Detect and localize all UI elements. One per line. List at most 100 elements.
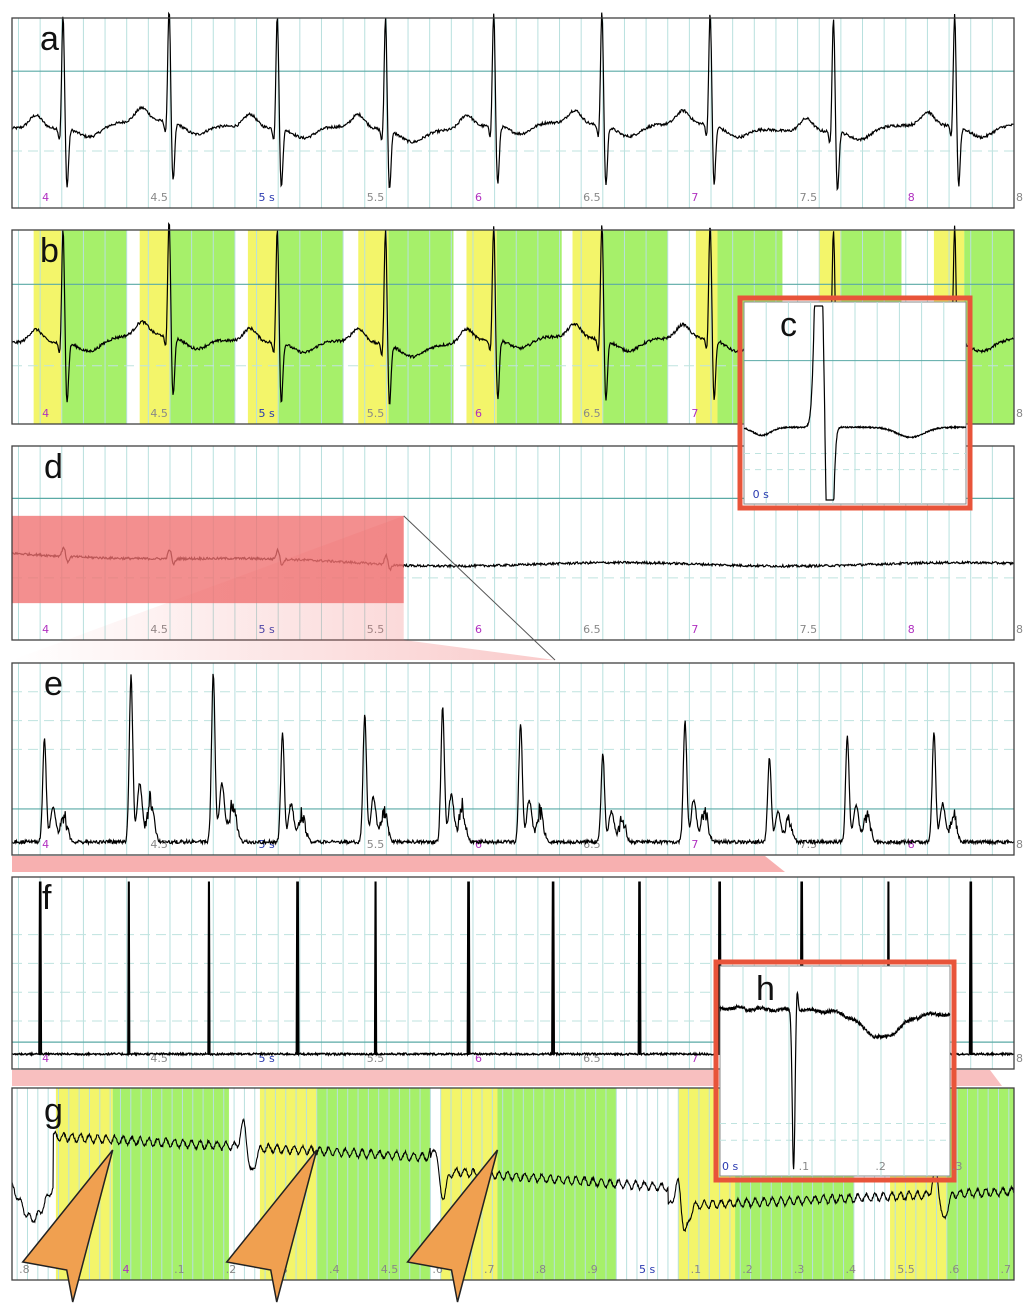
- zoom-band: [12, 856, 785, 872]
- panel-b-frame: [11, 229, 1015, 425]
- tick-label: 5 s: [259, 407, 275, 420]
- panel-a-background: [12, 18, 1014, 208]
- tick-label: .7: [484, 1263, 495, 1276]
- tick-label: .1: [799, 1160, 810, 1173]
- tick-label: 6: [475, 1052, 482, 1065]
- tick-label: 6: [475, 407, 482, 420]
- green-highlight-segment: [602, 230, 668, 424]
- tick-label: .8: [19, 1263, 30, 1276]
- tick-label: 4.5: [150, 1052, 168, 1065]
- green-highlight-segment: [169, 230, 235, 424]
- pointer-arrow: [406, 1149, 499, 1303]
- tick-label: 4: [122, 1263, 129, 1276]
- tick-label: 7: [691, 1052, 698, 1065]
- tick-label: 5.5: [367, 838, 385, 851]
- green-highlight-segment: [316, 1088, 431, 1280]
- panel-label-g: g: [44, 1092, 63, 1130]
- tick-label: 6.5: [583, 623, 601, 636]
- tick-label: 4: [42, 407, 49, 420]
- panel-label-a: a: [40, 20, 59, 58]
- tick-label: 4: [42, 191, 49, 204]
- zoom-connector: [403, 515, 556, 661]
- panel-label-c: c: [780, 306, 797, 344]
- tick-label: .1: [691, 1263, 702, 1276]
- tick-label: 6.5: [583, 407, 601, 420]
- ecg-beat-trace: [719, 990, 951, 1170]
- tick-label: 8.: [1016, 623, 1024, 636]
- inset-c-border: [737, 295, 973, 511]
- tick-label: 6: [475, 838, 482, 851]
- pointer-arrow: [225, 1149, 318, 1303]
- green-highlight-segment: [112, 1088, 229, 1280]
- tick-label: 6: [475, 623, 482, 636]
- panel-e-frame: [11, 662, 1015, 856]
- tick-label: .8: [536, 1263, 547, 1276]
- envelope-trace: [11, 673, 1015, 846]
- tick-label: .4: [846, 1263, 857, 1276]
- tick-label: 5.5: [367, 1052, 385, 1065]
- yellow-highlight-segment: [572, 230, 603, 424]
- green-highlight-segment: [496, 230, 562, 424]
- panel-e: 44.55 s5.566.577.588.e: [11, 662, 1024, 856]
- tick-label: .6: [949, 1263, 960, 1276]
- panel-f-frame: [11, 876, 1015, 1070]
- tick-label: 0 s: [753, 488, 769, 501]
- tick-label: 5 s: [259, 838, 275, 851]
- panel-label-h: h: [756, 970, 775, 1008]
- panel-a: 4 4.5 5 s 5.5 6 6.5 7 7.5 8 8. a: [11, 11, 1024, 209]
- tick-label: .2: [226, 1263, 237, 1276]
- tick-label: .6: [432, 1263, 443, 1276]
- tick-label: 8: [908, 623, 915, 636]
- tick-label: 4.5: [150, 191, 168, 204]
- yellow-highlight-segment: [247, 230, 279, 424]
- ecg-beat-trace: [743, 305, 967, 501]
- pointer-arrow: [21, 1149, 114, 1303]
- tick-label: 8: [908, 191, 915, 204]
- tick-label: 8: [908, 838, 915, 851]
- tick-label: 4.5: [150, 407, 168, 420]
- panel-g-frame: [11, 1087, 1015, 1281]
- tick-label: 7: [691, 191, 698, 204]
- tick-label: 8.: [1016, 838, 1024, 851]
- zoom-wedge: [12, 515, 555, 660]
- tick-label: 5.5: [897, 1263, 915, 1276]
- tick-label: 5.5: [367, 191, 385, 204]
- panel-label-e: e: [44, 665, 63, 703]
- green-highlight-segment: [278, 230, 344, 424]
- tick-label: 8.: [1016, 191, 1024, 204]
- tick-label: 6: [475, 191, 482, 204]
- panel-label-f: f: [42, 879, 52, 917]
- tick-label: 7: [691, 838, 698, 851]
- panel-a-frame: [11, 17, 1015, 209]
- tick-label: 5 s: [259, 191, 275, 204]
- tick-label: .2: [875, 1160, 886, 1173]
- panel-label-b: b: [40, 232, 59, 270]
- tick-label: 0 s: [722, 1160, 738, 1173]
- tick-label: 4: [42, 838, 49, 851]
- tick-label: 7: [691, 407, 698, 420]
- tick-label: .9: [587, 1263, 598, 1276]
- tick-label: .3: [952, 1160, 963, 1173]
- tick-label: .4: [329, 1263, 340, 1276]
- tick-label: 7.5: [800, 191, 818, 204]
- tick-label: 5 s: [639, 1263, 655, 1276]
- green-highlight-segment: [61, 230, 127, 424]
- tick-label: .2: [742, 1263, 753, 1276]
- tick-label: 4: [42, 623, 49, 636]
- green-highlight-segment: [388, 230, 454, 424]
- tick-label: .7: [1001, 1263, 1012, 1276]
- panel-d-frame: [11, 445, 1015, 641]
- tick-label: 7.5: [800, 623, 818, 636]
- inset-h: 0 s .1 .2 .3 h: [713, 959, 963, 1183]
- tick-label: 6.5: [583, 191, 601, 204]
- tick-label: .1: [174, 1263, 185, 1276]
- panel-e-background: [12, 663, 1014, 855]
- tick-label: .3: [794, 1263, 805, 1276]
- tick-label: 4.5: [150, 838, 168, 851]
- tick-label: 7: [691, 623, 698, 636]
- tick-label: 8.: [1016, 407, 1024, 420]
- tick-label: 5.5: [367, 407, 385, 420]
- green-highlight-segment: [964, 230, 1014, 424]
- panel-label-d: d: [44, 448, 63, 486]
